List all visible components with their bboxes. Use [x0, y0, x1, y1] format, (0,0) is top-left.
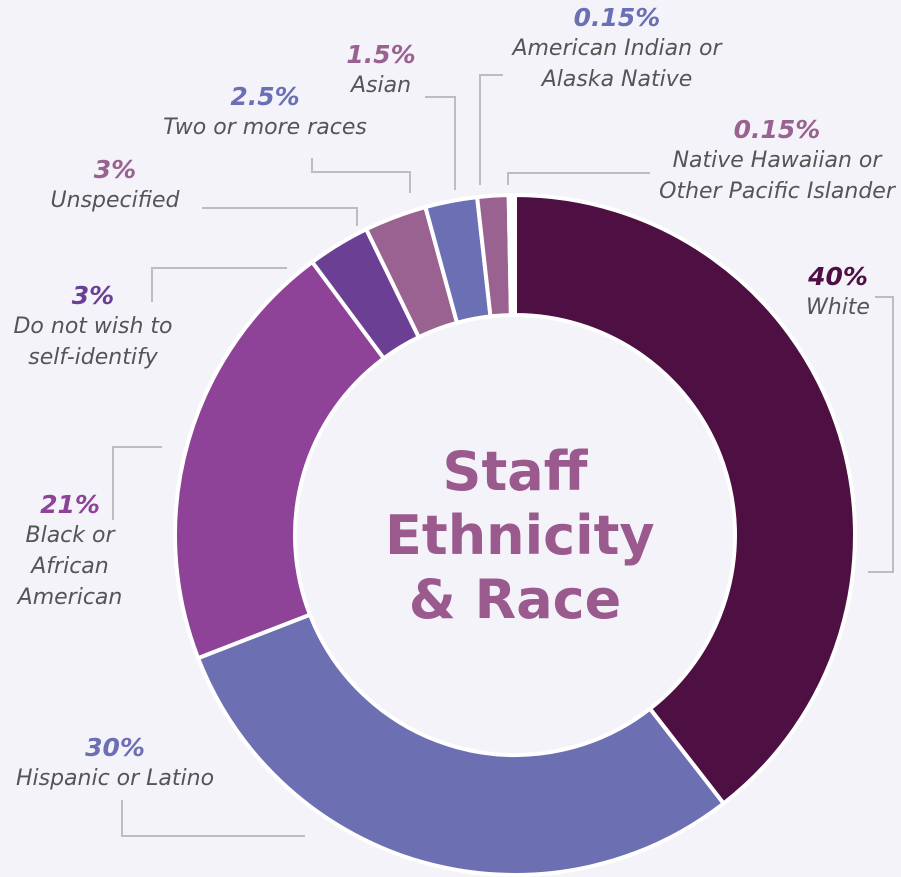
leader-line [868, 296, 894, 573]
data-label: 0.15% Native Hawaiian or Other Pacific Is… [647, 115, 901, 207]
leader-lines [112, 74, 894, 837]
category-label: Do not wish to self-identify [13, 314, 173, 370]
category-label: Two or more races [163, 115, 367, 140]
category-label: American Indian or Alaska Native [512, 36, 722, 92]
data-label: 3% Unspecified [15, 155, 215, 216]
data-label: 2.5% Two or more races [135, 82, 395, 143]
leader-line [151, 267, 287, 302]
category-label: Hispanic or Latino [15, 766, 215, 791]
leader-line [202, 207, 358, 226]
data-label: 0.15% American Indian or Alaska Native [502, 3, 732, 95]
data-label: 1.5% Asian [331, 40, 431, 101]
value-label: 0.15% [733, 115, 821, 144]
value-label: 3% [71, 281, 115, 310]
leader-line [112, 446, 162, 520]
data-label: 3% Do not wish to self-identify [0, 281, 188, 373]
category-label: Asian [350, 73, 412, 98]
value-label: 0.15% [573, 3, 661, 32]
value-label: 1.5% [346, 40, 416, 69]
slice [509, 192, 517, 318]
chart-title: Staff Ethnicity & Race [385, 440, 655, 631]
value-label: 30% [85, 733, 145, 762]
slice [173, 259, 387, 661]
slice [513, 192, 857, 807]
category-label: Unspecified [50, 188, 180, 213]
leader-line [507, 172, 650, 185]
category-label: Native Hawaiian or Other Pacific Islande… [659, 148, 895, 204]
leader-line [425, 96, 456, 190]
value-label: 21% [40, 490, 100, 519]
value-label: 3% [93, 155, 137, 184]
value-label: 2.5% [230, 82, 300, 111]
data-label: 40% White [778, 262, 898, 323]
category-label: White [806, 295, 870, 320]
data-label: 21% Black or African American [5, 490, 135, 613]
slice [195, 612, 727, 877]
leader-line [121, 800, 305, 837]
value-label: 40% [808, 262, 868, 291]
leader-line [479, 74, 503, 185]
leader-line [311, 158, 411, 193]
data-label: 30% Hispanic or Latino [0, 733, 235, 794]
category-label: Black or African American [17, 523, 123, 610]
